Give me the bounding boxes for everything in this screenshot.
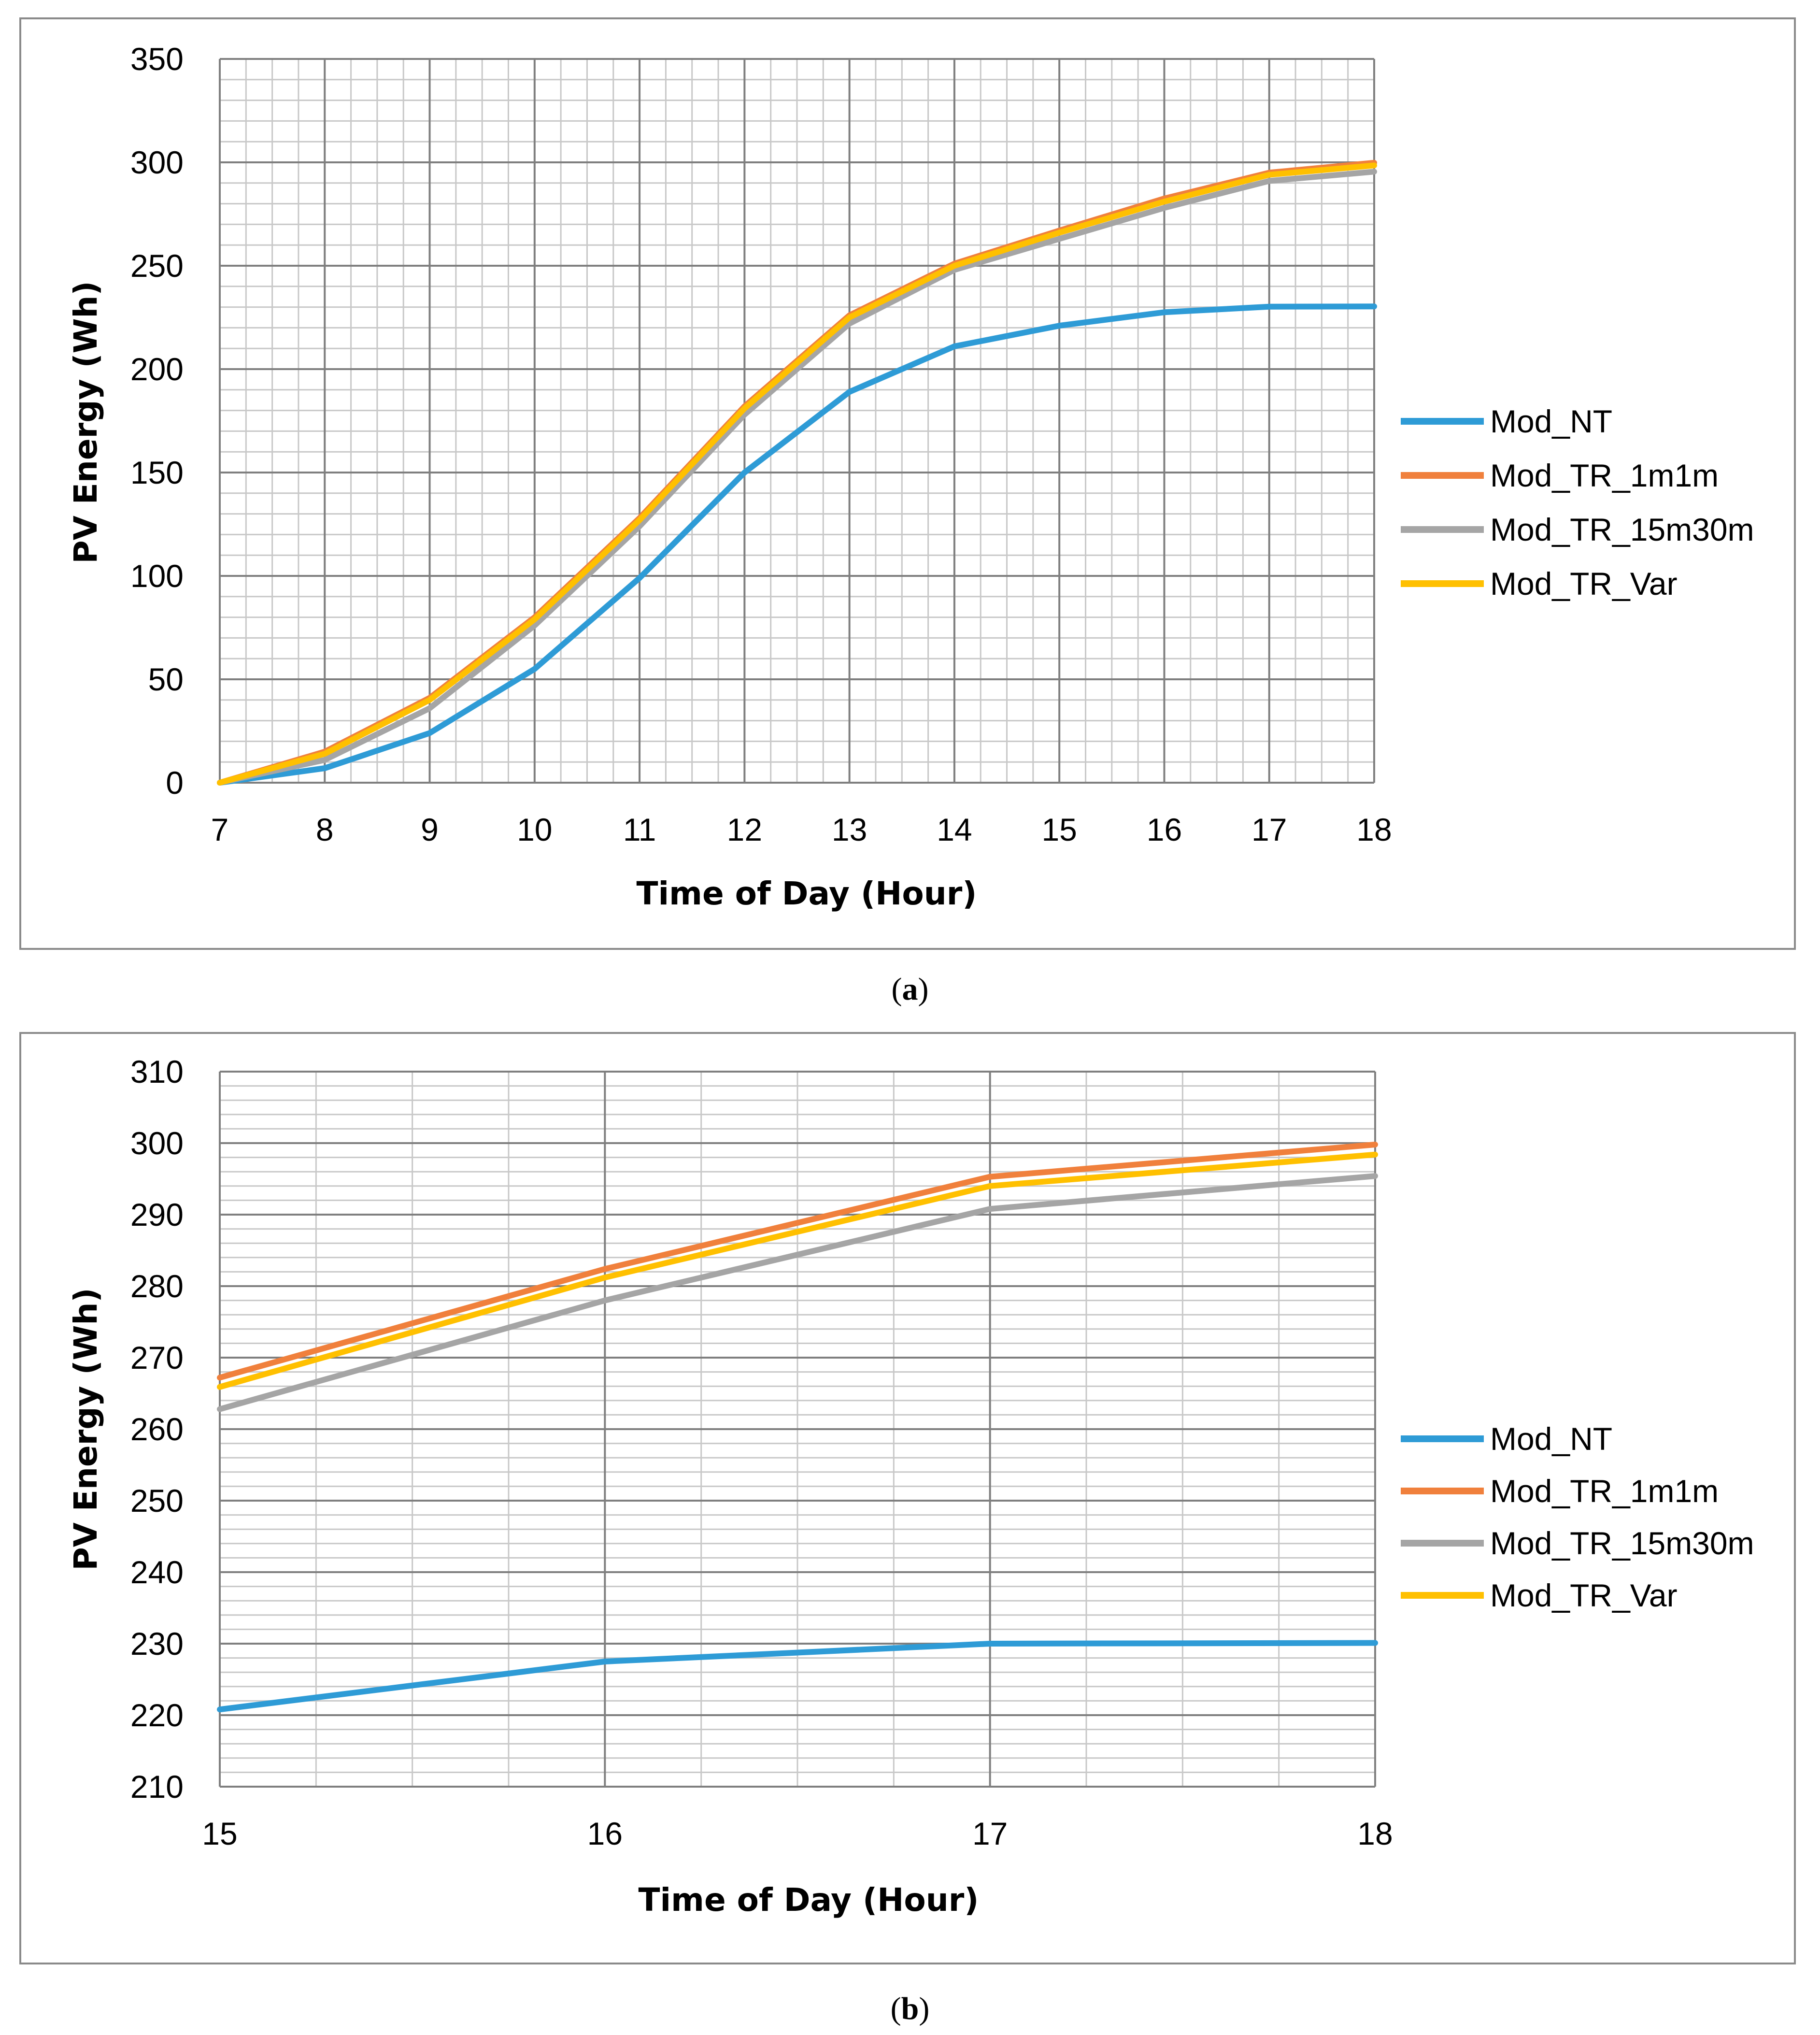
y-tick-label: 250 xyxy=(130,248,184,284)
x-tick-label: 10 xyxy=(517,812,552,847)
legend-label-mod-nt: Mod_NT xyxy=(1490,1421,1612,1457)
x-tick-label: 18 xyxy=(1357,1816,1393,1851)
x-tick-label: 14 xyxy=(937,812,972,847)
x-tick-label: 7 xyxy=(211,812,229,847)
series-line-mod-tr-var xyxy=(217,162,1377,786)
caption-a: (a) xyxy=(891,972,929,1007)
series-line-mod-tr-15m30m xyxy=(217,169,1377,786)
legend-label-mod-tr-var: Mod_TR_Var xyxy=(1490,566,1678,602)
y-tick-label: 150 xyxy=(130,455,184,490)
legend-label-mod-tr-15m30m: Mod_TR_15m30m xyxy=(1490,1525,1754,1561)
series-line-mod-nt xyxy=(217,1640,1378,1713)
x-tick-label: 15 xyxy=(1041,812,1077,847)
y-tick-label: 50 xyxy=(148,661,184,697)
x-tick-label: 17 xyxy=(1251,812,1287,847)
series-line-mod-tr-var xyxy=(217,1151,1378,1390)
x-tick-label: 15 xyxy=(202,1816,237,1851)
x-tick-label: 18 xyxy=(1356,812,1392,847)
y-tick-label: 230 xyxy=(130,1626,184,1662)
y-tick-label: 310 xyxy=(130,1054,184,1089)
y-tick-label: 270 xyxy=(130,1340,184,1376)
x-axis-title: Time of Day (Hour) xyxy=(639,1881,979,1919)
y-tick-label: 100 xyxy=(130,558,184,594)
y-tick-label: 240 xyxy=(130,1554,184,1590)
series-line-mod-tr-1m1m xyxy=(217,1142,1378,1381)
y-tick-label: 200 xyxy=(130,351,184,387)
y-tick-label: 250 xyxy=(130,1483,184,1519)
x-tick-label: 13 xyxy=(832,812,867,847)
y-tick-label: 220 xyxy=(130,1697,184,1733)
legend-label-mod-tr-var: Mod_TR_Var xyxy=(1490,1577,1678,1613)
y-tick-label: 280 xyxy=(130,1268,184,1304)
caption-b: (b) xyxy=(890,1991,930,2026)
legend-label-mod-tr-15m30m: Mod_TR_15m30m xyxy=(1490,512,1754,547)
x-tick-label: 12 xyxy=(727,812,762,847)
y-tick-label: 210 xyxy=(130,1769,184,1805)
y-axis-title: PV Energy (Wh) xyxy=(67,281,104,563)
y-tick-label: 290 xyxy=(130,1197,184,1232)
x-tick-label: 16 xyxy=(587,1816,623,1851)
y-tick-label: 0 xyxy=(166,765,184,801)
series-line-mod-nt xyxy=(217,303,1377,786)
y-tick-label: 260 xyxy=(130,1411,184,1447)
legend-label-mod-nt: Mod_NT xyxy=(1490,403,1612,439)
x-tick-label: 11 xyxy=(623,812,656,847)
y-tick-label: 350 xyxy=(130,41,184,77)
y-tick-label: 300 xyxy=(130,1125,184,1161)
x-tick-label: 16 xyxy=(1147,812,1182,847)
legend-label-mod-tr-1m1m: Mod_TR_1m1m xyxy=(1490,1473,1719,1509)
series-line-mod-tr-15m30m xyxy=(217,1173,1378,1412)
x-tick-label: 9 xyxy=(421,812,439,847)
y-axis-title: PV Energy (Wh) xyxy=(67,1288,104,1570)
y-tick-label: 300 xyxy=(130,144,184,180)
x-tick-label: 17 xyxy=(972,1816,1008,1851)
chart-panel-a-frame xyxy=(19,17,1796,950)
x-tick-label: 8 xyxy=(316,812,334,847)
legend-label-mod-tr-1m1m: Mod_TR_1m1m xyxy=(1490,458,1719,493)
x-axis-title: Time of Day (Hour) xyxy=(637,875,977,912)
